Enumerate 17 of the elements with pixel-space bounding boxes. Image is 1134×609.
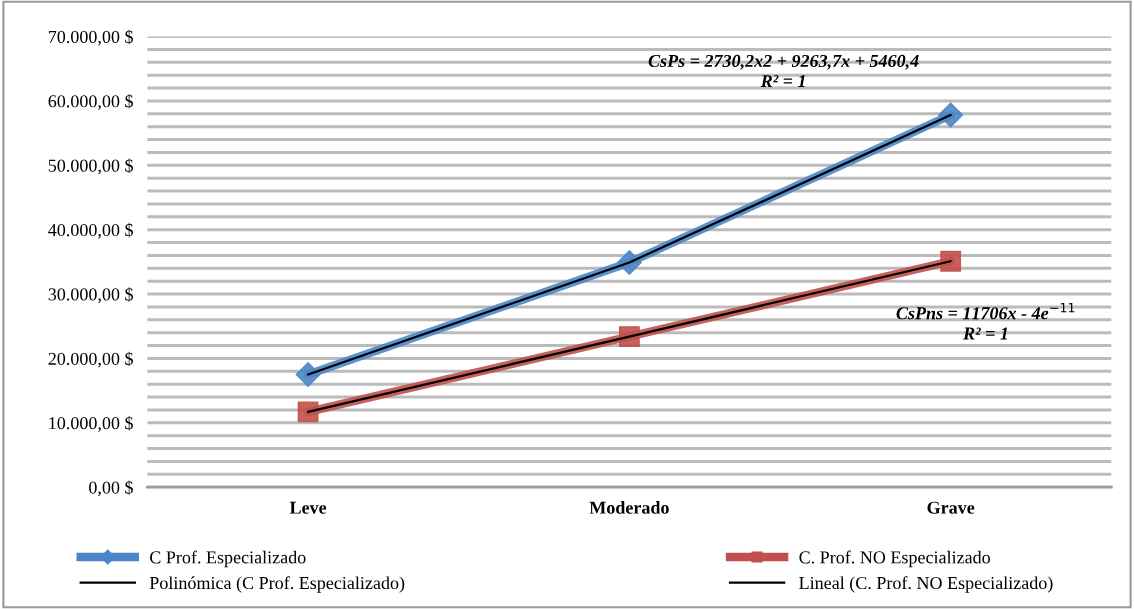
legend-label: C Prof. Especializado [150, 550, 306, 568]
x-tick-label: Grave [927, 501, 975, 514]
x-tick-label: Leve [289, 501, 327, 514]
x-tick-label: Moderado [589, 501, 669, 514]
text: CsPns = 11706x - 4e$^{−11}$ R² = 1 [896, 303, 1075, 340]
y-tick-label: 70.000,00 $ [48, 29, 133, 46]
y-tick-label: 0,00 $ [89, 480, 133, 497]
y-tick-label: 50.000,00 $ [48, 158, 133, 175]
y-tick-label: 10.000,00 $ [49, 416, 133, 432]
y-tick-label: 40.000,00 $ [48, 222, 133, 239]
y-tick-label: 30.000,00 $ [48, 287, 133, 304]
legend-label: Polinómica (C Prof. Especializado) [149, 576, 405, 593]
y-tick-label: 20.000,00 $ [48, 351, 133, 368]
legend-label: Lineal (C. Prof. NO Especializado) [799, 576, 1053, 593]
annotation: CsPs = 2730,2x2 + 9263,7x + 5460,4 R² = 1 [648, 54, 919, 87]
legend-label: C. Prof. NO Especializado [799, 550, 990, 568]
y-tick-label: 60.000,00 $ [48, 94, 133, 110]
